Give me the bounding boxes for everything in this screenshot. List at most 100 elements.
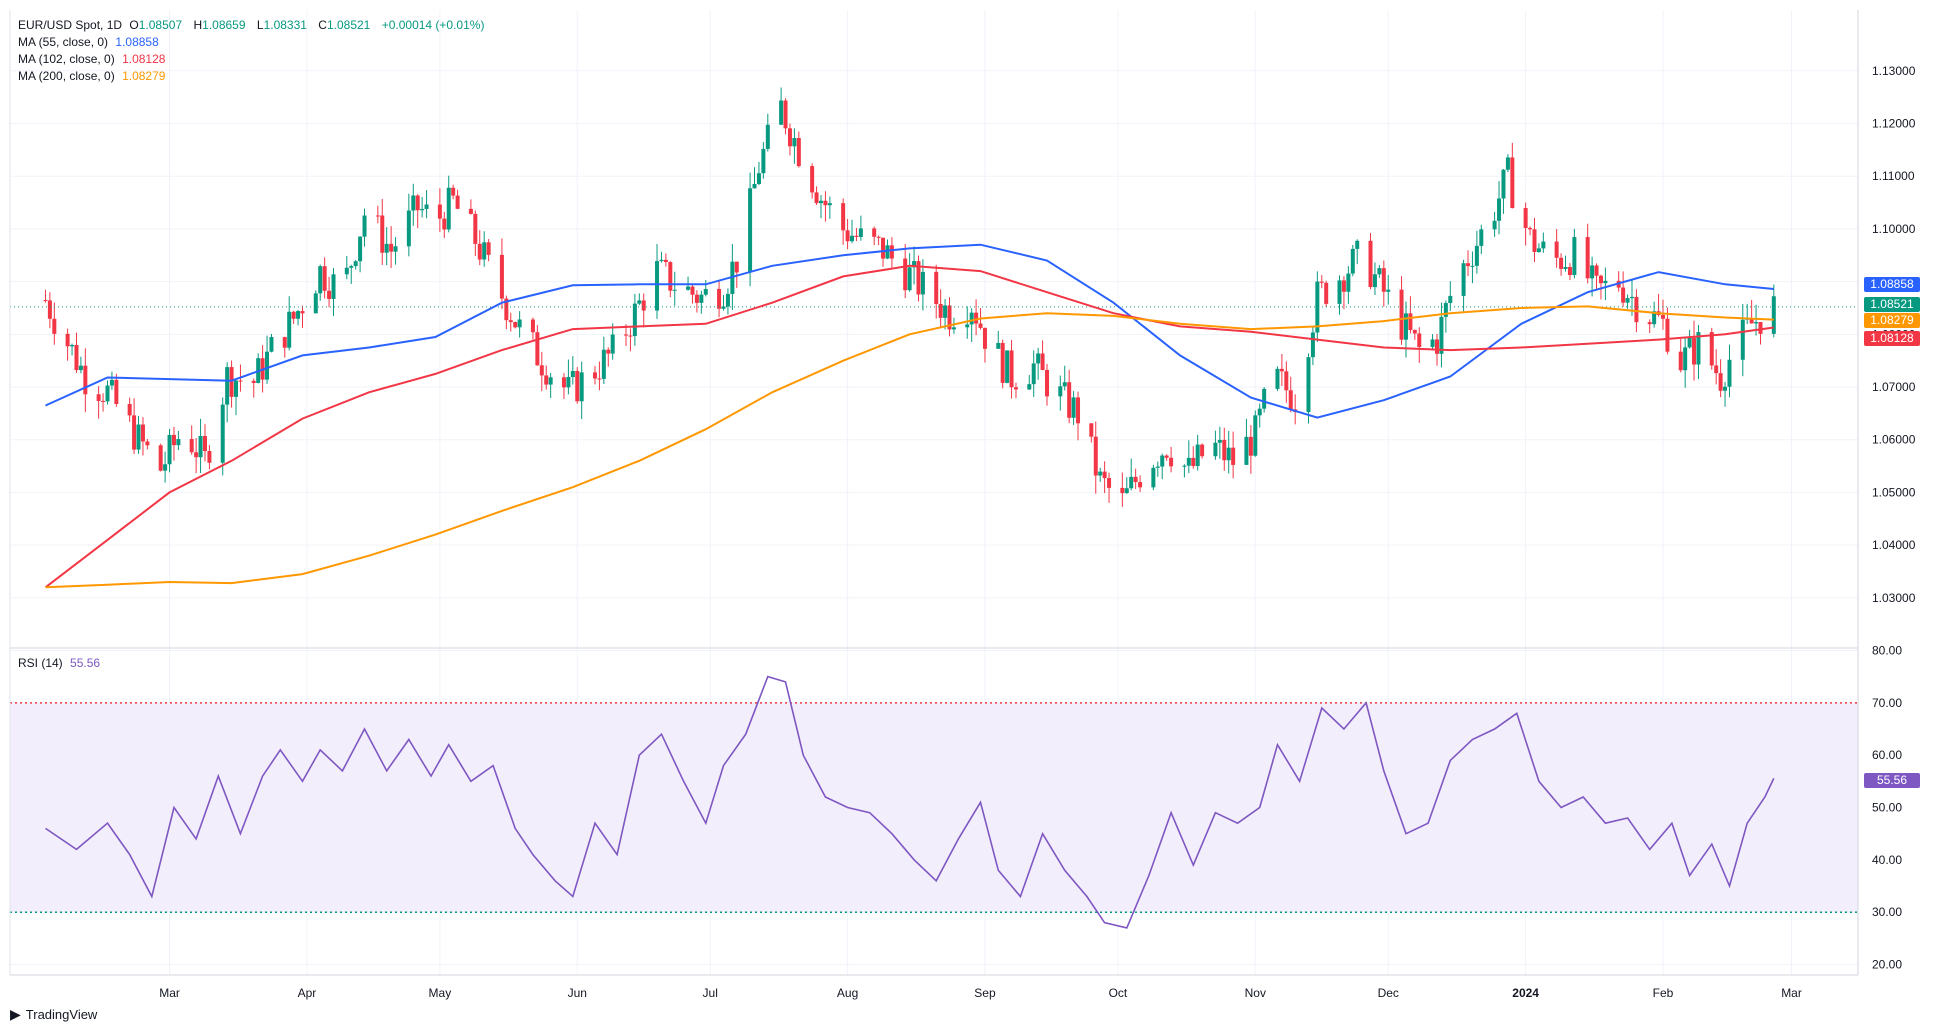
candle-down [47,300,52,319]
rsi-range-band [10,702,1858,913]
candle-up [659,259,664,262]
price-tick-label: 1.06000 [1872,433,1916,447]
candle-up [384,243,389,253]
candle-up [1226,447,1231,461]
candle-up [1403,313,1408,340]
candle-down [1279,368,1284,372]
candle-up [517,319,522,328]
candle-down [1107,478,1112,488]
candle-down [300,311,305,314]
candle-down [1248,436,1253,456]
candle-down [1528,227,1533,230]
candle-down [1089,423,1094,437]
ma200-value: 1.08279 [122,69,166,83]
candle-down [978,323,983,328]
candle-down [561,377,566,388]
candle-down [1412,329,1417,334]
candle-down [1045,369,1050,397]
candle-down [1678,351,1683,371]
candle-down [238,380,243,382]
time-tick-label: Sep [974,986,996,1000]
candle-down [1714,365,1719,374]
time-tick-label: 2024 [1512,986,1539,1000]
candle-down [1559,257,1564,269]
price-tick-label: 1.10000 [1872,222,1916,236]
candle-up [1563,266,1568,269]
candle-down [1222,439,1227,461]
candle-up [943,305,948,318]
ma102-legend[interactable]: MA (102, close, 0) 1.08128 [18,51,169,68]
candle-down [132,415,137,450]
candle-up [1346,273,1351,292]
candle-up [951,327,956,330]
candle-up [850,235,855,242]
rsi-tick-label: 50.00 [1872,801,1902,815]
candle-down [982,327,987,349]
tradingview-logo[interactable]: ▶ TradingView [10,1006,97,1023]
ma200-legend[interactable]: MA (200, close, 0) 1.08279 [18,68,169,85]
candle-down [575,370,580,402]
candle-up [1129,476,1134,489]
candle-up [748,188,753,273]
candle-up [858,228,863,237]
candle-up [1058,386,1063,397]
candle-down [114,379,119,404]
candle-up [198,435,203,458]
candle-down [530,319,535,333]
candle-up [907,267,912,291]
candle-down [624,334,628,336]
rsi-tick-label: 40.00 [1872,853,1902,867]
candle-down [508,320,513,323]
high-key: H [193,18,203,32]
candle-up [632,303,637,337]
candle-up [637,300,642,304]
candle-down [810,166,815,193]
candle-down [52,318,57,334]
candle-down [1523,208,1528,228]
candle-up [1262,388,1267,409]
candle-down [327,290,332,299]
candle-up [1439,316,1444,354]
time-tick-label: Aug [837,986,858,1000]
candle-up [1771,296,1776,334]
ma102-value: 1.08128 [122,52,166,66]
low-value: 1.08331 [263,18,307,32]
ma102-label: MA (102, close, 0) [18,52,115,66]
candle-up [1155,466,1160,468]
candle-up [318,266,323,294]
candle-up [1723,386,1728,391]
candle-down [903,258,908,291]
candle-down [194,452,199,458]
close-price-tag: 1.08521 [1864,297,1920,312]
rsi-legend[interactable]: RSI (14) 55.56 [18,655,104,672]
candle-down [1200,444,1205,457]
candle-down [1076,397,1081,424]
candle-down [1434,339,1439,354]
candle-up [1071,397,1076,418]
candle-up [287,311,292,348]
symbol-label[interactable]: EUR/USD Spot, 1D [18,18,123,32]
candle-down [823,200,828,206]
candle-up [1629,296,1634,299]
candle-up [1350,248,1355,274]
candle-down [1408,313,1413,330]
candle-up [1005,350,1010,383]
candle-up [1036,353,1041,364]
ma55-legend[interactable]: MA (55, close, 0) 1.08858 [18,34,163,51]
candle-down [974,312,979,324]
candle-up [761,148,766,174]
candle-up [105,385,110,402]
time-tick-label: Oct [1109,986,1128,1000]
candle-up [362,215,367,237]
candle-up [792,138,797,147]
candle-down [473,213,478,244]
candle-up [579,372,584,402]
candle-up [1386,289,1391,292]
candle-down [535,332,540,366]
candle-up [234,380,239,397]
rsi-value-tag: 55.56 [1864,773,1920,788]
candle-down [229,367,234,397]
candle-down [717,288,722,309]
candle-up [912,261,917,268]
